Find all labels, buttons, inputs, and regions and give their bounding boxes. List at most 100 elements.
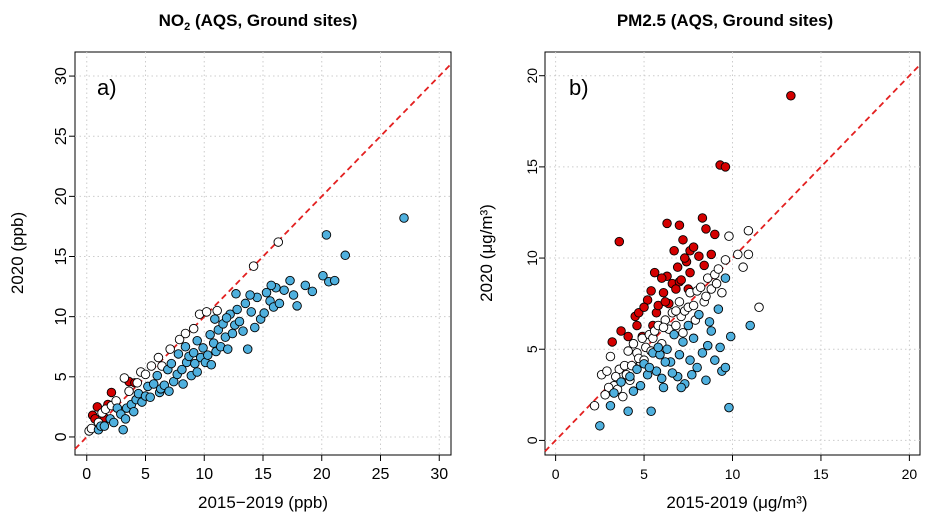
panel-a-point-decrease bbox=[340, 250, 351, 261]
panel-b-point-increase bbox=[720, 162, 731, 172]
panel-b-point-similar bbox=[671, 306, 681, 316]
panel-b-title: PM2.5 (AQS, Ground sites) bbox=[617, 11, 833, 30]
panel-a-point-decrease bbox=[261, 287, 272, 298]
panel-a-point-decrease bbox=[279, 285, 289, 295]
panel-a-point-decrease bbox=[250, 322, 260, 333]
panel-b-point-decrease bbox=[623, 406, 633, 416]
panel-a-y-tick-label: 0 bbox=[53, 432, 70, 441]
panel-b-pm25: PM2.5 (AQS, Ground sites) 0 5 10 15 20 0 5 10 1… bbox=[477, 11, 921, 512]
panel-a-x-tick-label: 25 bbox=[372, 466, 390, 483]
panel-b-point-decrease bbox=[632, 364, 642, 375]
panel-b-y-label: 2020 (μg/m³) bbox=[477, 204, 496, 302]
panel-a-point-decrease bbox=[242, 344, 253, 354]
panel-b-point-similar bbox=[618, 391, 628, 402]
panel-b-point-increase bbox=[710, 229, 720, 240]
panel-b-point-similar bbox=[743, 225, 754, 236]
panel-a-point-decrease bbox=[234, 316, 245, 327]
panel-b-point-increase bbox=[706, 249, 717, 260]
panel-b-point-decrease bbox=[616, 377, 626, 387]
panel-b-point-similar bbox=[738, 262, 748, 272]
panel-b-point-increase bbox=[662, 218, 672, 229]
panel-b-point-decrease bbox=[609, 388, 619, 398]
panel-b-point-decrease bbox=[646, 406, 656, 416]
panel-b-y-tick-label: 5 bbox=[524, 345, 540, 353]
panel-a-point-decrease bbox=[210, 314, 220, 324]
panel-b-point-increase bbox=[623, 331, 633, 342]
panel-b-point-decrease bbox=[697, 348, 708, 358]
panel-b-point-increase bbox=[660, 297, 671, 307]
panel-b-point-similar bbox=[600, 390, 610, 400]
panel-b-y-tick-label: 15 bbox=[524, 159, 540, 175]
panel-b-point-similar bbox=[589, 401, 600, 411]
panel-a-point-decrease bbox=[300, 280, 311, 291]
panel-a-x-tick-label: 10 bbox=[195, 466, 213, 483]
panel-b-point-decrease bbox=[688, 333, 699, 344]
panel-b-point-decrease bbox=[715, 342, 725, 353]
panel-b-point-increase bbox=[697, 213, 708, 223]
panel-b-point-decrease bbox=[595, 421, 605, 431]
panel-a-point-similar bbox=[174, 334, 185, 345]
panel-b-point-similar bbox=[743, 249, 754, 260]
panel-b-point-similar bbox=[602, 366, 612, 376]
panel-a-point-similar bbox=[146, 361, 157, 371]
panel-a-point-decrease bbox=[145, 392, 155, 403]
panel-a-y-axis: 0 5 10 15 20 25 30 bbox=[53, 67, 75, 441]
panel-a-point-decrease bbox=[227, 328, 238, 339]
panel-b-point-similar bbox=[695, 282, 706, 292]
panel-b-point-increase bbox=[649, 267, 660, 278]
panel-a-point-decrease bbox=[173, 349, 184, 359]
panel-a-point-decrease bbox=[99, 421, 110, 431]
panel-b-point-increase bbox=[639, 302, 649, 313]
panel-a-point-decrease bbox=[231, 289, 241, 299]
panel-b-x-tick-label: 0 bbox=[552, 466, 560, 482]
panel-b-point-decrease bbox=[625, 371, 635, 382]
panel-b-point-decrease bbox=[658, 382, 669, 393]
panel-b-points bbox=[589, 91, 796, 431]
panel-a-point-decrease bbox=[205, 329, 215, 340]
panel-b-point-decrease bbox=[702, 340, 713, 351]
panel-a-y-tick-label: 15 bbox=[53, 248, 70, 266]
panel-b-point-similar bbox=[724, 231, 734, 241]
panel-b-point-similar bbox=[678, 328, 688, 338]
panel-b-point-decrease bbox=[676, 382, 686, 393]
panel-b-point-similar bbox=[623, 346, 633, 356]
panel-b-x-label: 2015-2019 (μg/m³) bbox=[666, 493, 807, 512]
panel-b-point-decrease bbox=[713, 304, 724, 314]
panel-a-point-decrease bbox=[259, 308, 269, 318]
panel-a-point-decrease bbox=[109, 417, 119, 428]
panel-b-y-tick-label: 20 bbox=[524, 68, 540, 84]
panel-a-x-axis: 0 5 10 15 20 25 30 bbox=[82, 455, 448, 483]
panel-b-x-tick-label: 5 bbox=[640, 466, 648, 482]
panel-b-point-similar bbox=[720, 255, 731, 265]
panel-b-y-axis: 0 5 10 15 20 bbox=[524, 68, 545, 444]
panel-a-x-tick-label: 20 bbox=[313, 466, 331, 483]
panel-b-point-decrease bbox=[704, 317, 715, 327]
panel-b-point-decrease bbox=[683, 320, 694, 331]
panel-a-point-decrease bbox=[318, 271, 328, 281]
panel-b-point-decrease bbox=[628, 386, 639, 396]
panel-b-point-decrease bbox=[605, 401, 616, 411]
panel-b-point-increase bbox=[685, 267, 695, 278]
panel-b-point-decrease bbox=[720, 362, 731, 373]
panel-b-point-decrease bbox=[669, 329, 679, 340]
panel-b-point-decrease bbox=[685, 355, 695, 365]
panel-b-point-increase bbox=[688, 242, 699, 252]
panel-a-x-tick-label: 0 bbox=[82, 466, 91, 483]
panel-b-point-increase bbox=[614, 236, 625, 247]
panel-a-y-tick-label: 30 bbox=[53, 67, 70, 85]
panel-b-point-increase bbox=[678, 235, 688, 245]
panel-a-point-decrease bbox=[198, 343, 208, 353]
panel-b-point-similar bbox=[701, 291, 711, 302]
panel-b-y-tick-label: 10 bbox=[524, 250, 540, 266]
panel-a-point-decrease bbox=[232, 304, 242, 315]
panel-b-point-increase bbox=[656, 273, 667, 283]
panel-b-point-decrease bbox=[694, 309, 704, 320]
panel-b-point-increase bbox=[701, 224, 711, 234]
panel-a-point-decrease bbox=[221, 313, 232, 323]
panel-b-point-similar bbox=[713, 264, 724, 274]
panel-b-point-increase bbox=[658, 287, 669, 298]
panel-b-point-increase bbox=[679, 253, 690, 263]
panel-b-point-decrease bbox=[653, 342, 663, 353]
panel-a-x-tick-label: 15 bbox=[254, 466, 272, 483]
